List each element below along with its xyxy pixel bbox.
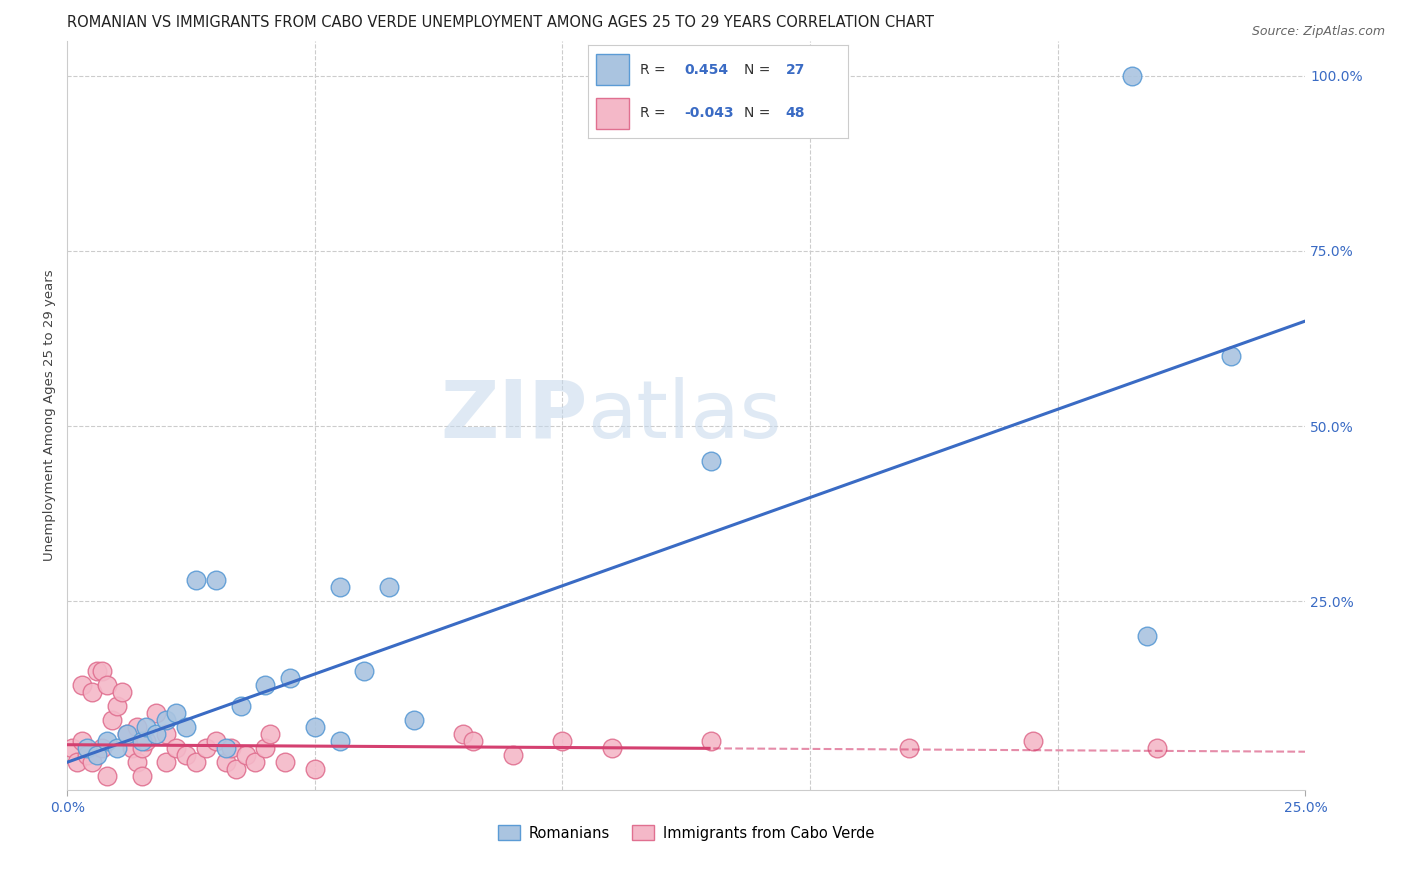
Point <box>165 741 187 756</box>
Point <box>155 713 177 727</box>
Text: R =: R = <box>640 63 669 77</box>
Point <box>121 741 143 756</box>
Point <box>105 699 128 714</box>
Point <box>229 699 252 714</box>
Point <box>502 748 524 763</box>
Point <box>402 713 425 727</box>
Point <box>235 748 257 763</box>
Point <box>1022 734 1045 748</box>
Text: 0.454: 0.454 <box>683 63 728 77</box>
Point <box>1121 69 1143 83</box>
Point <box>551 734 574 748</box>
Point <box>453 727 475 741</box>
Point <box>194 741 217 756</box>
Point <box>600 741 623 756</box>
Y-axis label: Unemployment Among Ages 25 to 29 years: Unemployment Among Ages 25 to 29 years <box>44 269 56 561</box>
Point <box>60 741 83 756</box>
Point <box>254 678 277 692</box>
Point <box>219 741 242 756</box>
Text: 27: 27 <box>786 63 804 77</box>
Point <box>70 734 93 748</box>
Text: N =: N = <box>744 63 775 77</box>
Point <box>304 762 326 776</box>
Point <box>145 727 167 741</box>
Point <box>329 734 352 748</box>
Text: Source: ZipAtlas.com: Source: ZipAtlas.com <box>1251 25 1385 38</box>
Point <box>105 741 128 756</box>
Legend: Romanians, Immigrants from Cabo Verde: Romanians, Immigrants from Cabo Verde <box>492 820 880 847</box>
Point <box>215 756 238 770</box>
Point <box>135 720 157 734</box>
Point <box>115 727 138 741</box>
Point <box>115 727 138 741</box>
Point <box>155 727 177 741</box>
Point <box>96 734 118 748</box>
Point <box>1146 741 1168 756</box>
Point <box>259 727 281 741</box>
Point <box>125 720 148 734</box>
Text: R =: R = <box>640 106 669 120</box>
Point <box>70 678 93 692</box>
Point <box>254 741 277 756</box>
Point <box>700 454 723 468</box>
Text: N =: N = <box>744 106 775 120</box>
Point <box>898 741 921 756</box>
Point <box>278 671 301 685</box>
Point <box>274 756 297 770</box>
Point <box>245 756 267 770</box>
Point <box>76 741 98 756</box>
Point <box>225 762 247 776</box>
Point <box>96 678 118 692</box>
Point <box>131 769 153 783</box>
Text: ROMANIAN VS IMMIGRANTS FROM CABO VERDE UNEMPLOYMENT AMONG AGES 25 TO 29 YEARS CO: ROMANIAN VS IMMIGRANTS FROM CABO VERDE U… <box>67 15 934 30</box>
Point <box>174 720 197 734</box>
Point <box>66 756 89 770</box>
Point <box>125 756 148 770</box>
Point <box>101 713 124 727</box>
Point <box>155 756 177 770</box>
Point <box>145 706 167 721</box>
Point <box>1136 629 1159 643</box>
Text: atlas: atlas <box>588 376 782 455</box>
Point <box>131 741 153 756</box>
Point <box>86 748 108 763</box>
Point <box>111 685 134 699</box>
Point <box>135 734 157 748</box>
Text: ZIP: ZIP <box>440 376 588 455</box>
Point <box>174 748 197 763</box>
Point <box>204 734 226 748</box>
Point <box>463 734 485 748</box>
Point <box>90 741 112 756</box>
Point <box>184 573 207 587</box>
Point <box>131 734 153 748</box>
Point <box>304 720 326 734</box>
Point <box>204 573 226 587</box>
Point <box>353 664 375 678</box>
Point <box>76 748 98 763</box>
Point <box>1220 349 1243 363</box>
Text: 48: 48 <box>786 106 804 120</box>
Point <box>215 741 238 756</box>
Point <box>184 756 207 770</box>
Point <box>96 769 118 783</box>
Point <box>165 706 187 721</box>
Point <box>80 685 103 699</box>
Point <box>90 664 112 678</box>
Point <box>86 664 108 678</box>
Point <box>378 580 401 594</box>
Point <box>80 756 103 770</box>
Point <box>700 734 723 748</box>
Text: -0.043: -0.043 <box>683 106 734 120</box>
FancyBboxPatch shape <box>596 54 630 85</box>
FancyBboxPatch shape <box>596 98 630 129</box>
Point <box>329 580 352 594</box>
